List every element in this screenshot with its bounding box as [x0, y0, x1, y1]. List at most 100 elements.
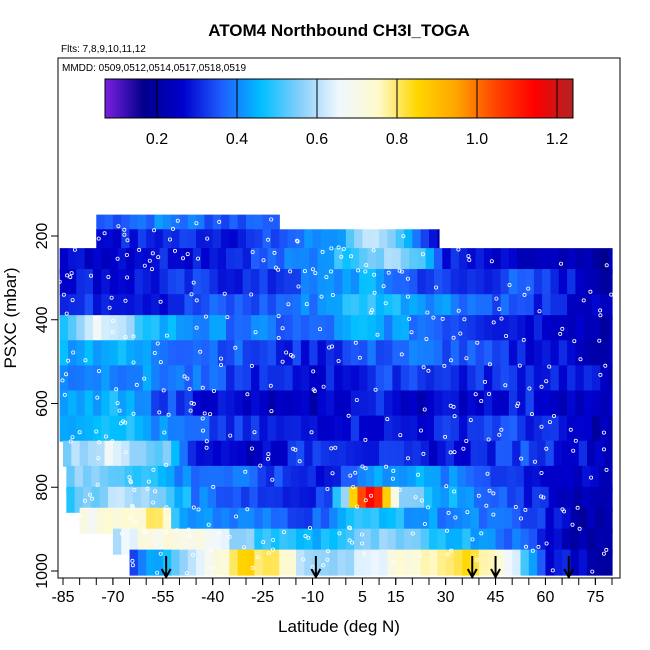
- sample-point: [200, 385, 205, 390]
- heatmap-cell: [445, 549, 455, 576]
- heatmap-cell: [467, 248, 477, 275]
- heatmap-cell: [134, 365, 144, 392]
- sample-point: [562, 509, 567, 514]
- sample-point: [497, 432, 502, 437]
- sample-point: [166, 412, 171, 417]
- sample-point: [317, 327, 322, 332]
- sample-point: [451, 335, 456, 340]
- heatmap-cell: [465, 486, 475, 513]
- heatmap-cell: [309, 365, 319, 392]
- heatmap-cell: [375, 365, 385, 392]
- sample-point: [601, 551, 606, 556]
- sample-point: [350, 540, 355, 545]
- heatmap-cell: [167, 294, 177, 321]
- sample-point: [161, 388, 166, 393]
- sample-point: [66, 358, 71, 363]
- sample-point: [186, 527, 191, 532]
- y-axis-tick-label: 800: [34, 474, 51, 501]
- heatmap-cell: [395, 507, 405, 534]
- sample-point: [588, 289, 593, 294]
- heatmap-cell: [548, 486, 558, 513]
- heatmap-cell: [442, 390, 452, 417]
- heatmap-layer: [59, 294, 613, 321]
- heatmap-cell: [359, 269, 369, 296]
- heatmap-cell: [176, 248, 186, 275]
- heatmap-cell: [379, 528, 389, 555]
- heatmap-cell: [440, 486, 450, 513]
- heatmap-cell: [392, 294, 402, 321]
- sample-point: [106, 274, 111, 279]
- heatmap-cell: [134, 315, 144, 342]
- sample-point: [184, 571, 189, 576]
- heatmap-cell: [250, 390, 260, 417]
- heatmap-cell: [608, 294, 613, 321]
- heatmap-cell: [290, 465, 300, 492]
- heatmap-cell: [96, 214, 106, 241]
- heatmap-cell: [475, 365, 485, 392]
- sample-point: [242, 545, 247, 550]
- heatmap-cell: [508, 269, 518, 296]
- y-axis-tick-label: 200: [34, 223, 51, 250]
- heatmap-cell: [171, 507, 181, 534]
- heatmap-cell: [587, 440, 596, 467]
- heatmap-cell: [550, 315, 560, 342]
- heatmap-cell: [457, 486, 467, 513]
- heatmap-cell: [176, 269, 186, 296]
- heatmap-cell: [141, 486, 151, 513]
- heatmap-cell: [176, 415, 186, 442]
- sample-point: [558, 331, 563, 336]
- sample-point: [217, 530, 222, 535]
- heatmap-cell: [404, 507, 413, 534]
- heatmap-cell: [387, 507, 397, 534]
- heatmap-cell: [217, 269, 227, 296]
- heatmap-cell: [379, 507, 389, 534]
- heatmap-cell: [192, 269, 202, 296]
- heatmap-cell: [109, 415, 119, 442]
- sample-point: [96, 236, 101, 241]
- heatmap-cell: [146, 214, 156, 241]
- sample-point: [142, 529, 147, 534]
- heatmap-cell: [209, 415, 219, 442]
- heatmap-cell: [300, 365, 310, 392]
- heatmap-cell: [299, 465, 309, 492]
- sample-point: [123, 450, 128, 455]
- sample-point: [598, 308, 603, 313]
- heatmap-cell: [424, 486, 433, 513]
- heatmap-cell: [134, 248, 144, 275]
- heatmap-cell: [117, 390, 127, 417]
- heatmap-cell: [365, 465, 375, 492]
- heatmap-cell: [137, 528, 147, 555]
- heatmap-cell: [490, 465, 500, 492]
- heatmap-cell: [217, 415, 227, 442]
- heatmap-cell: [162, 528, 172, 555]
- heatmap-cell: [246, 440, 255, 467]
- heatmap-cell: [279, 229, 289, 256]
- heatmap-cell: [583, 248, 593, 275]
- heatmap-cell: [132, 465, 142, 492]
- heatmap-cell: [349, 486, 359, 513]
- heatmap-layer: [63, 440, 613, 467]
- heatmap-cell: [117, 365, 127, 392]
- heatmap-cell: [334, 340, 344, 367]
- heatmap-cell: [462, 549, 472, 576]
- colorbar-tick-label: 1.0: [466, 131, 488, 148]
- heatmap-cell: [270, 229, 280, 256]
- sample-point: [381, 284, 386, 289]
- x-axis: -85 -70 -55 -40 -25 -10 5 15 30 45 60 75: [51, 578, 613, 606]
- heatmap-cell: [259, 415, 269, 442]
- heatmap-cell: [334, 248, 344, 275]
- heatmap-cell: [375, 248, 385, 275]
- heatmap-cell: [201, 365, 210, 392]
- heatmap-cell: [592, 248, 601, 275]
- heatmap-cell: [279, 549, 289, 576]
- heatmap-cell: [237, 507, 247, 534]
- heatmap-cell: [192, 365, 202, 392]
- heatmap-cell: [121, 528, 131, 555]
- heatmap-cell: [515, 465, 525, 492]
- heatmap-cell: [141, 465, 151, 492]
- heatmap-cell: [495, 528, 505, 555]
- x-axis-tick-label: 45: [487, 589, 505, 606]
- sample-point: [347, 525, 352, 530]
- heatmap-cell: [487, 507, 497, 534]
- heatmap-cell: [320, 440, 330, 467]
